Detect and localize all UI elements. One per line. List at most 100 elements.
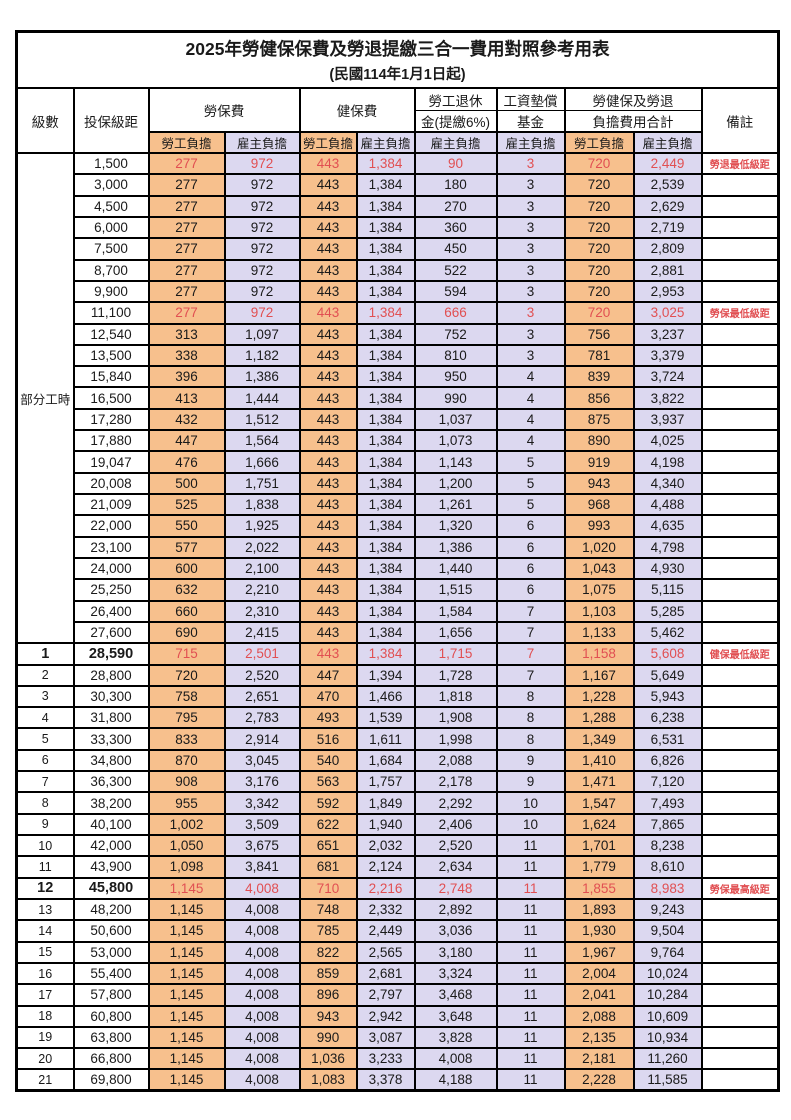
value-cell: 5,649 — [632, 663, 703, 687]
value-cell: 3 — [495, 237, 566, 261]
value-cell: 3,937 — [632, 407, 703, 432]
value-cell: 1,158 — [563, 642, 635, 666]
table-row: 18 60,800 1,145 4,008 943 2,942 3,648 11 2,088 10… — [15, 1004, 780, 1028]
value-cell: 2,634 — [413, 855, 498, 879]
value-cell: 1,384 — [355, 578, 416, 602]
value-cell: 2,565 — [355, 940, 416, 964]
value-cell: 919 — [563, 450, 635, 474]
bracket-cell: 24,000 — [72, 556, 150, 581]
value-cell: 476 — [147, 450, 226, 474]
value-cell: 443 — [298, 365, 358, 389]
value-cell: 1,757 — [355, 770, 416, 794]
value-cell: 2,216 — [355, 876, 416, 900]
value-cell: 1,145 — [147, 983, 226, 1007]
subheader-wage-fund-employer: 雇主負擔 — [495, 131, 566, 154]
table-row: 12,540 313 1,097 443 1,384 752 3 756 3,237 — [17, 322, 780, 346]
value-cell: 972 — [223, 173, 301, 197]
value-cell: 1,384 — [355, 514, 416, 538]
bracket-cell: 28,800 — [72, 663, 150, 687]
header-row-2: 金(提繳6%) 基金 負擔費用合計 — [17, 110, 779, 133]
value-cell: 500 — [147, 471, 226, 496]
table-row: 7,500 277 972 443 1,384 450 3 720 2,809 — [17, 237, 780, 261]
bracket-cell: 69,800 — [72, 1068, 150, 1092]
value-cell: 5 — [495, 450, 566, 474]
table-row: 13 48,200 1,145 4,008 748 2,332 2,892 11 1,893 9,… — [15, 897, 780, 922]
value-cell: 11 — [495, 897, 566, 922]
value-cell: 1,384 — [355, 450, 416, 474]
value-cell: 5,608 — [632, 642, 703, 666]
value-cell: 9,764 — [632, 940, 703, 964]
level-cell: 6 — [15, 748, 75, 773]
value-cell: 277 — [147, 301, 226, 325]
value-cell: 1,384 — [355, 471, 416, 496]
table-body: 部分工時 1,500 277 972 443 1,384 90 3 720 2,449 勞退最低級距… — [15, 151, 780, 1092]
value-cell: 563 — [298, 770, 358, 794]
value-cell: 432 — [147, 407, 226, 432]
value-cell: 3,036 — [413, 919, 498, 943]
value-cell: 9,243 — [632, 897, 703, 922]
value-cell: 2,748 — [413, 876, 498, 900]
value-cell: 450 — [413, 237, 498, 261]
bracket-cell: 11,100 — [72, 301, 150, 325]
level-cell: 10 — [15, 833, 75, 858]
value-cell: 11 — [495, 876, 566, 900]
value-cell: 2,681 — [355, 961, 416, 986]
value-cell: 1,384 — [355, 642, 416, 666]
value-cell: 4,188 — [413, 1068, 498, 1092]
value-cell: 1,145 — [147, 961, 226, 986]
bracket-cell: 4,500 — [72, 194, 150, 218]
value-cell: 1,228 — [563, 684, 635, 709]
bracket-cell: 13,500 — [72, 343, 150, 368]
level-cell: 部分工時 — [15, 151, 75, 645]
level-cell: 9 — [15, 812, 75, 837]
value-cell: 8 — [495, 727, 566, 751]
bracket-cell: 25,250 — [72, 578, 150, 602]
value-cell: 1,098 — [147, 855, 226, 879]
value-cell: 720 — [563, 279, 635, 304]
table-row: 21,009 525 1,838 443 1,384 1,261 5 968 4,488 — [17, 492, 780, 517]
value-cell: 2,914 — [223, 727, 301, 751]
remark-cell — [700, 812, 780, 837]
remark-cell — [700, 407, 780, 432]
remark-cell — [700, 855, 780, 879]
value-cell: 4,340 — [632, 471, 703, 496]
value-cell: 443 — [298, 279, 358, 304]
value-cell: 720 — [563, 194, 635, 218]
value-cell: 516 — [298, 727, 358, 751]
value-cell: 1,466 — [355, 684, 416, 709]
value-cell: 4,008 — [223, 897, 301, 922]
remark-cell — [700, 492, 780, 517]
value-cell: 1,145 — [147, 1025, 226, 1050]
value-cell: 1,386 — [413, 535, 498, 559]
value-cell: 4 — [495, 407, 566, 432]
value-cell: 1,261 — [413, 492, 498, 517]
value-cell: 681 — [298, 855, 358, 879]
title-row: 2025年勞健保保費及勞退提繳三合一費用對照參考用表 (民國114年1月1日起) — [15, 30, 780, 89]
value-cell: 4,008 — [223, 1004, 301, 1028]
value-cell: 3 — [495, 258, 566, 282]
value-cell: 2,942 — [355, 1004, 416, 1028]
value-cell: 4,488 — [632, 492, 703, 517]
value-cell: 1,701 — [563, 833, 635, 858]
value-cell: 1,145 — [147, 897, 226, 922]
level-cell: 18 — [15, 1004, 75, 1028]
value-cell: 2,501 — [223, 642, 301, 666]
value-cell: 10 — [495, 791, 566, 815]
value-cell: 1,043 — [563, 556, 635, 581]
value-cell: 1,998 — [413, 727, 498, 751]
col-header-level: 級數 — [15, 87, 75, 154]
bracket-cell: 40,100 — [72, 812, 150, 837]
table-row: 3,000 277 972 443 1,384 180 3 720 2,539 — [17, 173, 780, 197]
value-cell: 2,449 — [355, 919, 416, 943]
value-cell: 3 — [495, 215, 566, 240]
value-cell: 1,050 — [147, 833, 226, 858]
value-cell: 7,120 — [632, 770, 703, 794]
bracket-cell: 3,000 — [72, 173, 150, 197]
value-cell: 720 — [563, 237, 635, 261]
value-cell: 2,520 — [223, 663, 301, 687]
value-cell: 859 — [298, 961, 358, 986]
remark-cell: 健保最低級距 — [700, 642, 780, 666]
col-header-pension-line1: 勞工退休 — [413, 87, 498, 111]
value-cell: 1,384 — [355, 173, 416, 197]
remark-cell — [700, 386, 780, 410]
